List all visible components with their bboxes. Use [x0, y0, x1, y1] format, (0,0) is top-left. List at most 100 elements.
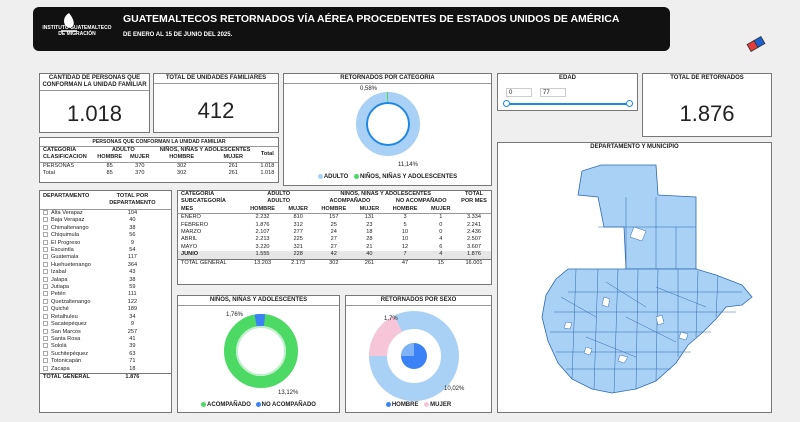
dept-checkbox[interactable]	[43, 358, 48, 364]
dept-table-row[interactable]: Escuintla 54	[40, 247, 171, 254]
guatemala-map[interactable]	[506, 157, 766, 409]
dept-name-cell[interactable]: Totonicapán	[40, 358, 94, 365]
dept-name-cell[interactable]: Sololá	[40, 343, 94, 350]
dept-checkbox[interactable]	[43, 284, 48, 290]
month-total-cell: 13.203	[253, 259, 272, 266]
dept-table-row[interactable]: Santa Rosa 41	[40, 336, 171, 343]
dept-table-row[interactable]: Jalapa 38	[40, 277, 171, 284]
dept-table-row[interactable]: Izabal 43	[40, 269, 171, 276]
dept-name-cell[interactable]: Retalhuleu	[40, 314, 94, 321]
dept-table-row[interactable]: Huehuetenango 364	[40, 262, 171, 269]
dept-checkbox[interactable]	[43, 217, 48, 223]
family-cell: 85	[106, 170, 113, 177]
donut-sex-slice-mujer[interactable]	[369, 311, 459, 401]
dept-table-row[interactable]: El Progreso 9	[40, 240, 171, 247]
month-cell: 3	[403, 214, 407, 221]
dept-table-row[interactable]: Chiquimula 56	[40, 232, 171, 239]
dept-name-cell[interactable]: Zacapa	[40, 366, 94, 374]
dept-name-cell[interactable]: El Progreso	[40, 240, 94, 247]
donut-nna-slice-acompanado[interactable]	[224, 314, 298, 388]
dept-total-cell: 122	[127, 298, 138, 305]
family-cell: 85	[106, 162, 113, 169]
dept-name-label: Petén	[51, 291, 66, 298]
dept-table-row[interactable]: Quiché 189	[40, 306, 171, 313]
month-cell: 27	[330, 236, 337, 243]
dept-checkbox[interactable]	[43, 291, 48, 297]
dept-table-row[interactable]: Jutiapa 59	[40, 284, 171, 291]
donut-category-slice-adult[interactable]	[356, 92, 420, 156]
age-slider-track[interactable]	[507, 103, 630, 105]
dept-table-row[interactable]: Totonicapán 71	[40, 358, 171, 365]
dept-name-cell[interactable]: Suchitepéquez	[40, 351, 94, 358]
dept-name-cell[interactable]: Santa Rosa	[40, 336, 94, 343]
map-region-peten[interactable]	[577, 164, 697, 270]
family-h-hombre-n: HOMBRE	[169, 154, 195, 161]
dept-table-row[interactable]: Quetzaltenango 122	[40, 299, 171, 306]
dept-name-label: Sololá	[51, 343, 67, 350]
donut-sex-chart[interactable]	[368, 310, 460, 402]
dept-name-label: Quetzaltenango	[51, 298, 91, 305]
dept-checkbox[interactable]	[43, 239, 48, 245]
dept-table-row[interactable]: San Marcos 257	[40, 329, 171, 336]
dept-table-row[interactable]: Baja Verapaz 40	[40, 217, 171, 224]
dept-table-row[interactable]: Petén 111	[40, 291, 171, 298]
dept-checkbox[interactable]	[43, 321, 48, 327]
dept-name-cell[interactable]: Sacatepéquez	[40, 321, 94, 328]
donut-nna-chart[interactable]	[220, 310, 302, 392]
age-slider-handle-max[interactable]	[626, 100, 633, 107]
dept-checkbox[interactable]	[43, 232, 48, 238]
age-min-input[interactable]: 0	[506, 88, 532, 97]
dept-name-cell[interactable]: Chimaltenango	[40, 225, 94, 232]
dept-table-row[interactable]: Zacapa 18	[40, 366, 171, 374]
dept-name-cell[interactable]: Quetzaltenango	[40, 299, 94, 306]
dept-table-row[interactable]: Alta Verapaz 104	[40, 210, 171, 218]
dept-table-row[interactable]: Sacatepéquez 9	[40, 321, 171, 328]
dept-name-cell[interactable]: San Marcos	[40, 329, 94, 336]
dept-name-cell[interactable]: Escuintla	[40, 247, 94, 254]
dept-total-cell: 34	[129, 313, 136, 320]
dept-checkbox[interactable]	[43, 276, 48, 282]
month-h-hombre-3: HOMBRE	[392, 205, 418, 212]
dept-checkbox[interactable]	[43, 269, 48, 275]
dept-checkbox[interactable]	[43, 335, 48, 341]
dept-table-row[interactable]: Sololá 39	[40, 343, 171, 350]
month-cell: 0	[439, 221, 443, 228]
age-max-input[interactable]: 77	[540, 88, 566, 97]
dept-table-row[interactable]: Retalhuleu 34	[40, 314, 171, 321]
dept-name-cell[interactable]: Jalapa	[40, 277, 94, 284]
dept-name-cell[interactable]: Petén	[40, 291, 94, 298]
dept-name-cell[interactable]: Quiché	[40, 306, 94, 313]
dept-checkbox[interactable]	[43, 247, 48, 253]
dept-checkbox[interactable]	[43, 313, 48, 319]
donut-nna-slice-noacompanado[interactable]	[224, 314, 298, 388]
dept-name-cell[interactable]: Izabal	[40, 269, 94, 276]
month-cell: 2.436	[467, 229, 481, 236]
dept-name-cell[interactable]: Guatemala	[40, 254, 94, 261]
dept-name-cell[interactable]: Baja Verapaz	[40, 217, 94, 224]
dept-total-value: 1.876	[125, 373, 140, 380]
month-cell: 312	[293, 221, 303, 228]
dept-table-row[interactable]: Suchitepéquez 63	[40, 351, 171, 358]
map-region-south[interactable]	[541, 268, 753, 394]
dept-name-cell[interactable]: Chiquimula	[40, 232, 94, 239]
dept-name-cell[interactable]: Jutiapa	[40, 284, 94, 291]
dept-checkbox[interactable]	[43, 210, 48, 216]
dept-table-row[interactable]: Chimaltenango 38	[40, 225, 171, 232]
dept-checkbox[interactable]	[43, 343, 48, 349]
dept-table-row[interactable]: Guatemala 117	[40, 254, 171, 261]
dept-checkbox[interactable]	[43, 298, 48, 304]
dept-checkbox[interactable]	[43, 261, 48, 267]
dept-name-cell[interactable]: Alta Verapaz	[40, 210, 94, 218]
dept-checkbox[interactable]	[43, 350, 48, 356]
dept-name-cell[interactable]: Huehuetenango	[40, 262, 94, 269]
donut-category-chart[interactable]	[352, 88, 424, 160]
age-slider-handle-min[interactable]	[503, 100, 510, 107]
dept-checkbox[interactable]	[43, 365, 48, 371]
donut-category-inner-ring	[366, 102, 410, 146]
dept-checkbox[interactable]	[43, 254, 48, 260]
clear-filters-button[interactable]	[745, 35, 767, 53]
dept-checkbox[interactable]	[43, 306, 48, 312]
month-cell: 23	[366, 221, 373, 228]
dept-checkbox[interactable]	[43, 328, 48, 334]
dept-checkbox[interactable]	[43, 224, 48, 230]
